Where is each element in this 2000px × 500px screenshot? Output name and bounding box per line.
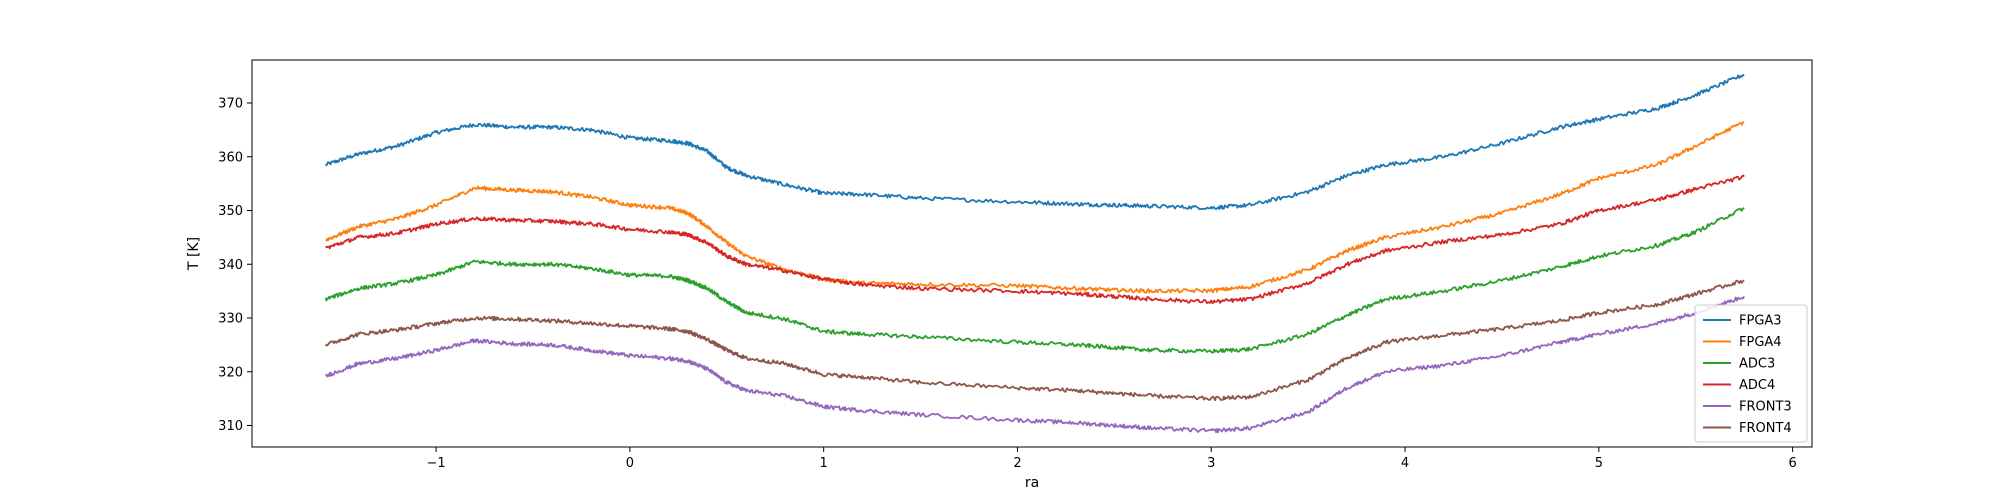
y-tick-label: 320	[218, 365, 243, 380]
x-tick-label: 1	[820, 456, 828, 471]
x-tick-label: 5	[1595, 456, 1603, 471]
y-tick-label: 350	[218, 204, 243, 219]
y-tick-label: 340	[218, 258, 243, 273]
legend-label: FRONT4	[1739, 421, 1792, 436]
x-tick-label: 0	[626, 456, 634, 471]
x-tick-label: 4	[1401, 456, 1409, 471]
x-tick-label: 2	[1013, 456, 1021, 471]
legend-box	[1694, 304, 1808, 443]
axes-frame	[251, 59, 1813, 448]
y-axis-label: T [K]	[186, 237, 202, 271]
series-line-front3	[324, 296, 1745, 434]
x-axis-ticks: −1 0 1 2 3 4 5 6	[427, 447, 1797, 471]
legend-label: FRONT3	[1739, 400, 1792, 415]
y-axis-ticks: 310 320 330 340 350 360 370	[218, 97, 252, 434]
legend: FPGA3 FPGA4 ADC3 ADC4 FRONT3 FRONT4	[1694, 304, 1808, 443]
series-line-fpga4	[325, 120, 1745, 294]
y-tick-label: 330	[218, 312, 243, 327]
series-lines	[324, 73, 1745, 434]
series-line-fpga3	[324, 73, 1745, 211]
x-axis-label: ra	[1025, 475, 1039, 491]
series-line-adc4	[325, 174, 1745, 305]
legend-label: ADC3	[1739, 357, 1775, 372]
legend-label: FPGA3	[1739, 314, 1782, 329]
x-tick-label: 3	[1207, 456, 1215, 471]
x-tick-label: −1	[427, 456, 446, 471]
y-tick-label: 360	[218, 150, 243, 165]
x-tick-label: 6	[1788, 456, 1796, 471]
series-line-front4	[324, 279, 1745, 402]
legend-label: ADC4	[1739, 378, 1775, 393]
y-tick-label: 370	[218, 97, 243, 112]
y-tick-label: 310	[218, 419, 243, 434]
series-line-adc3	[324, 207, 1745, 354]
legend-label: FPGA4	[1739, 335, 1782, 350]
plot-area	[251, 59, 1813, 448]
